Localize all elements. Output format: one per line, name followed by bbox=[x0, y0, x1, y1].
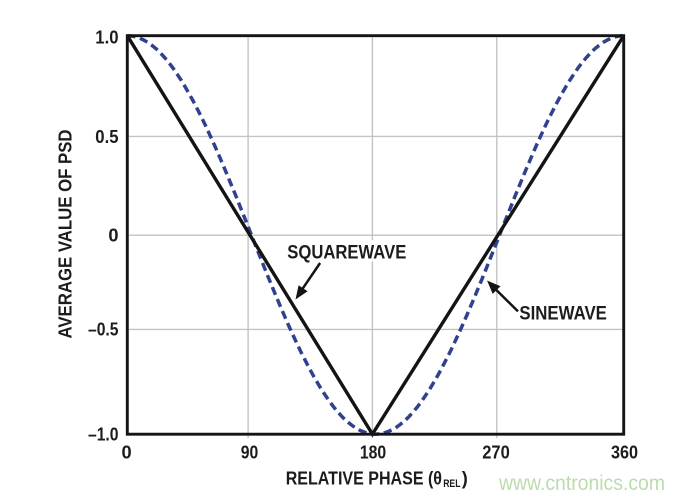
svg-text:REL: REL bbox=[443, 478, 460, 490]
svg-text:180: 180 bbox=[360, 443, 386, 463]
svg-text:SQUAREWAVE: SQUAREWAVE bbox=[287, 241, 406, 263]
svg-text:RELATIVE PHASE (θ: RELATIVE PHASE (θ bbox=[286, 468, 442, 488]
svg-text:SINEWAVE: SINEWAVE bbox=[519, 303, 607, 325]
svg-text:1.0: 1.0 bbox=[95, 28, 118, 48]
svg-text:0: 0 bbox=[121, 443, 131, 463]
svg-text:360: 360 bbox=[611, 443, 638, 463]
svg-text:–0.5: –0.5 bbox=[88, 319, 119, 339]
svg-text:270: 270 bbox=[482, 443, 510, 463]
svg-text:90: 90 bbox=[241, 443, 259, 463]
svg-text:): ) bbox=[462, 468, 468, 488]
svg-text:0.5: 0.5 bbox=[95, 127, 118, 147]
svg-text:–1.0: –1.0 bbox=[88, 425, 119, 445]
svg-text:www.cntronics.com: www.cntronics.com bbox=[498, 471, 665, 495]
svg-text:AVERAGE VALUE OF PSD: AVERAGE VALUE OF PSD bbox=[56, 130, 76, 339]
svg-text:0: 0 bbox=[108, 226, 118, 246]
